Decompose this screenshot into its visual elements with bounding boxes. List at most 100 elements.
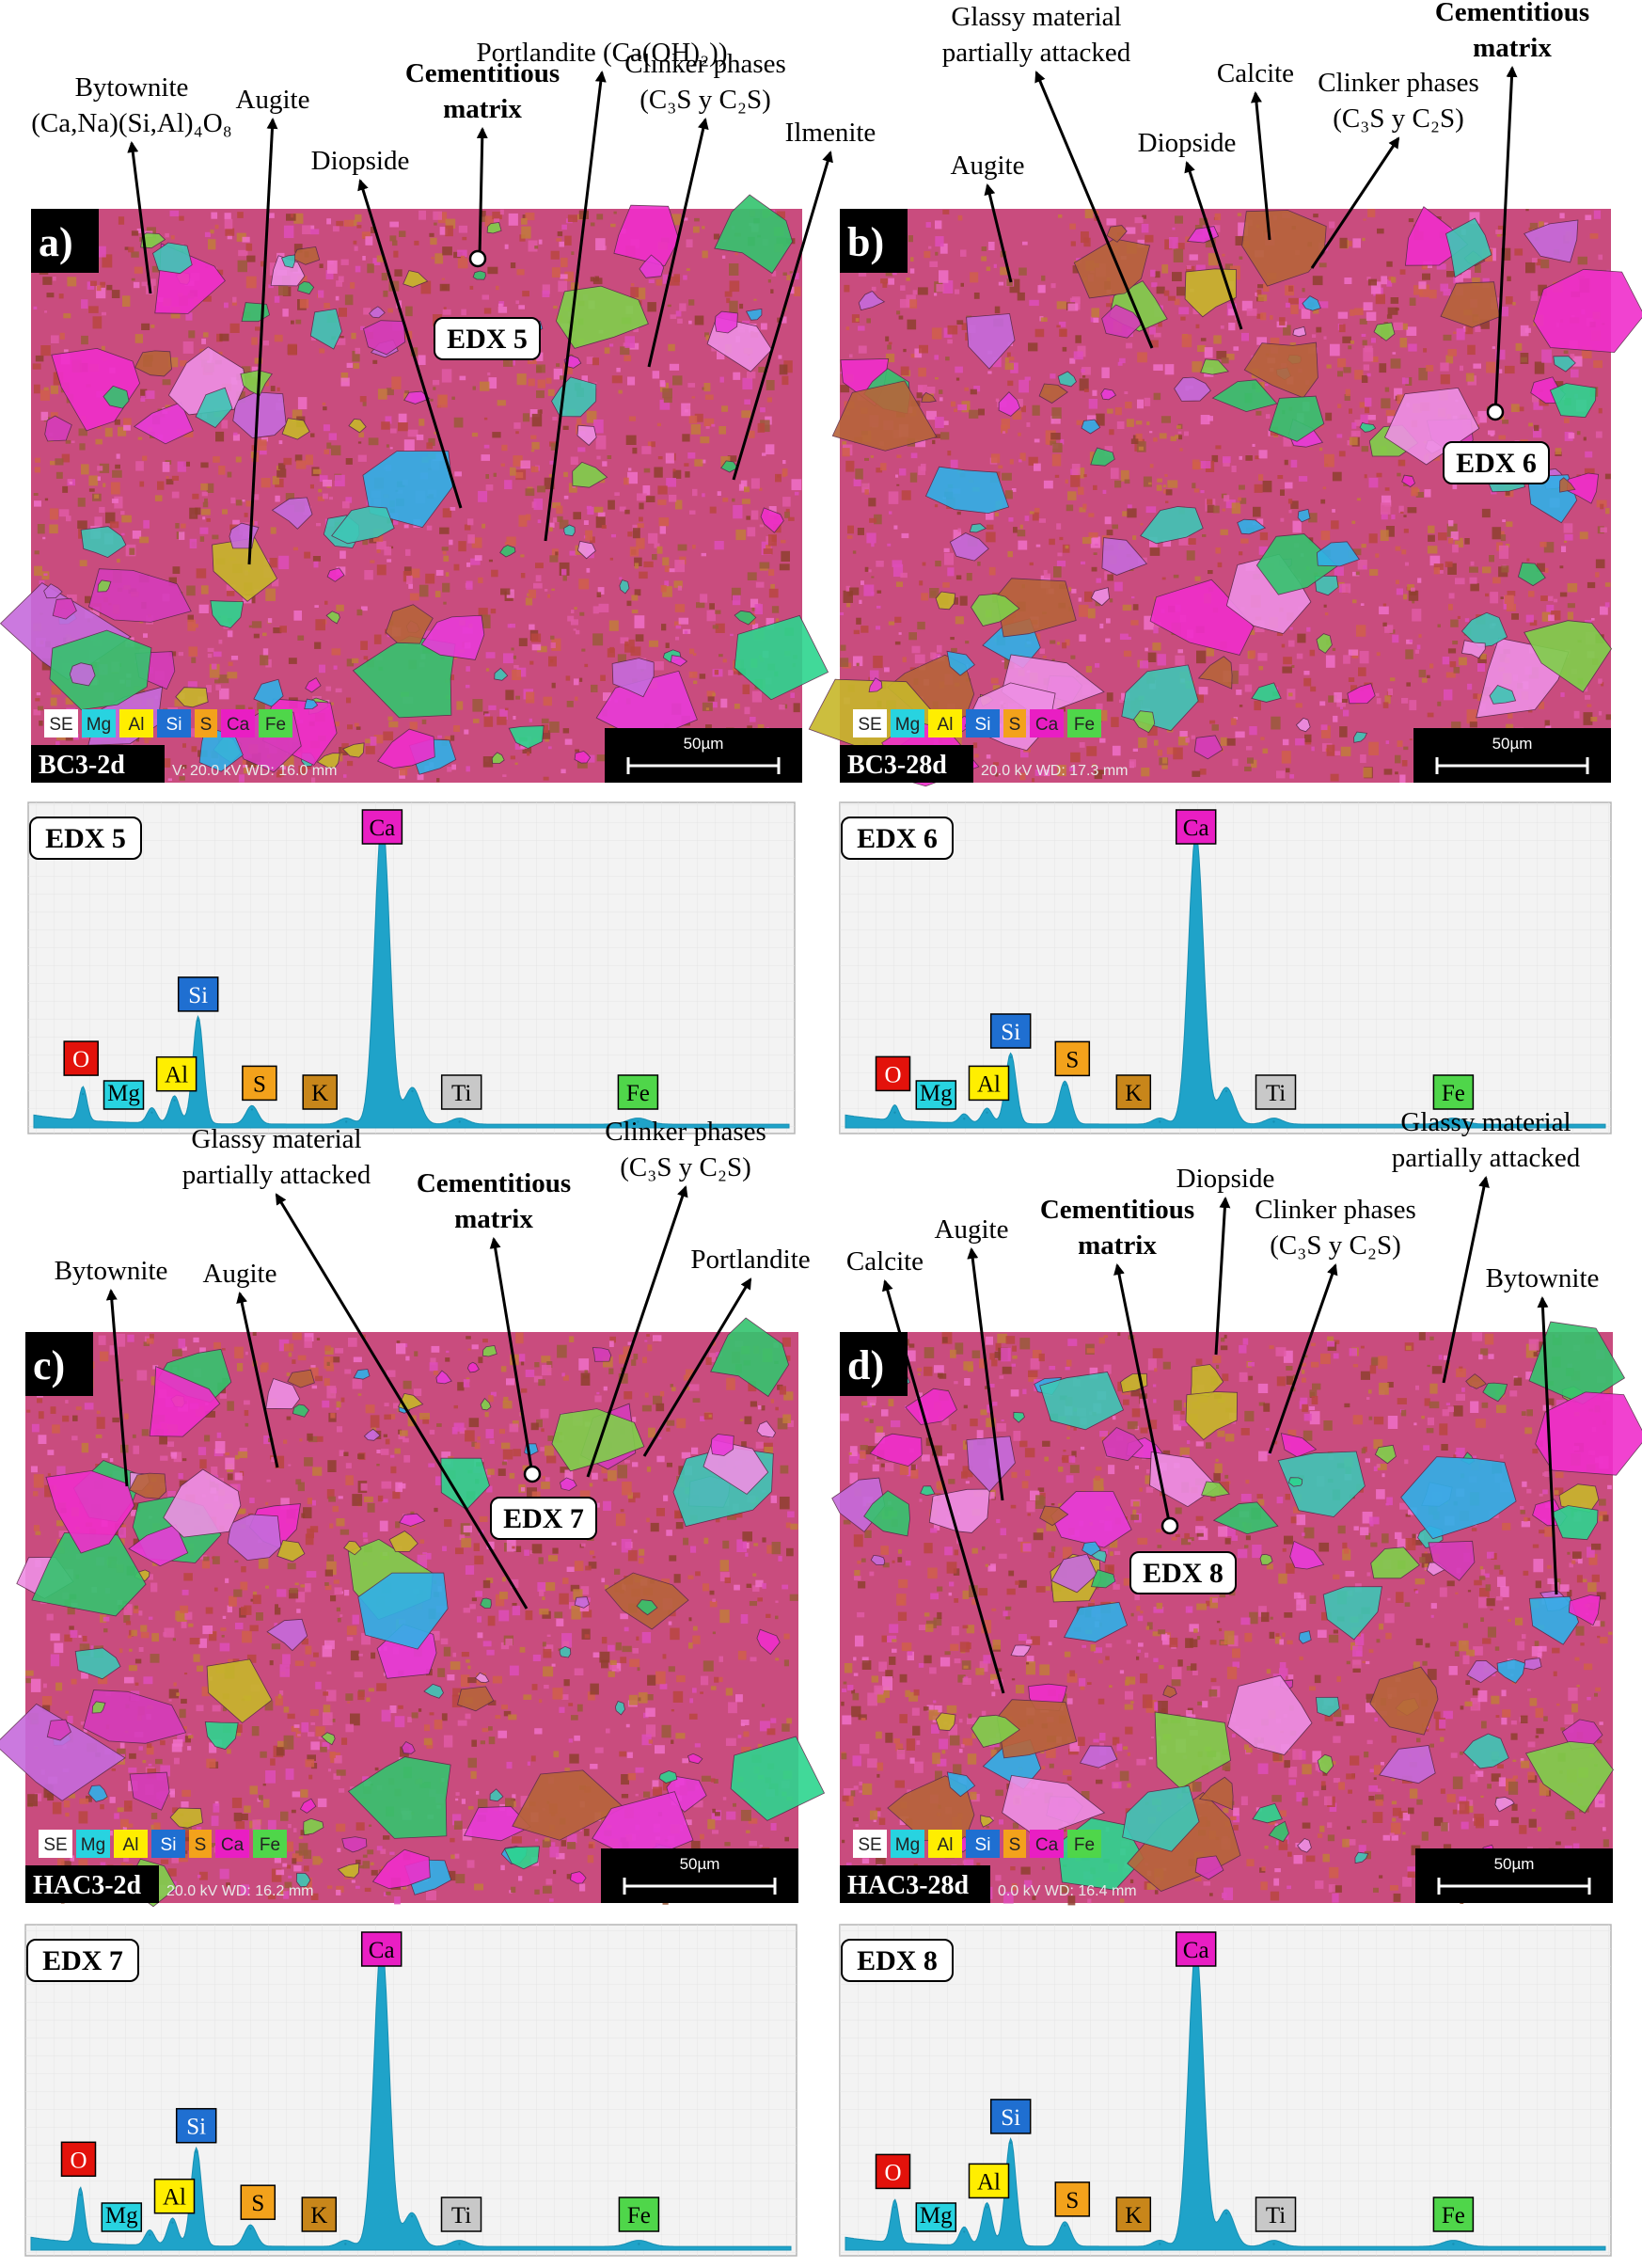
peak-mark-ti bbox=[1272, 1120, 1275, 1123]
legend-chip-fe bbox=[1067, 1830, 1101, 1858]
info-bar: HAC3-28d 0.0 kV WD: 16.4 mm 50µm bbox=[840, 1848, 1613, 1903]
annotation-label: Portlandite (Ca(OH)₂)) bbox=[476, 38, 727, 68]
annotation-arrow bbox=[236, 1292, 279, 1468]
annotation-label: Cementitious matrix bbox=[405, 58, 560, 124]
annotation-arrow bbox=[984, 183, 1013, 283]
peak-label-si: Si bbox=[177, 976, 219, 1012]
scale-bar bbox=[1415, 1848, 1613, 1903]
peak-label-text: Al bbox=[165, 1063, 188, 1088]
peak-label-text: Ti bbox=[1266, 1081, 1286, 1106]
spectrum-trace bbox=[845, 1943, 1606, 2251]
peak-label-o: O bbox=[63, 1040, 99, 1076]
peak-label-s: S bbox=[1054, 1040, 1091, 1077]
peak-label-o: O bbox=[875, 1055, 911, 1092]
annotation-label: Cementitious matrix bbox=[417, 1168, 571, 1234]
panel-label: b) bbox=[840, 209, 908, 273]
legend-chip-fe bbox=[259, 709, 292, 737]
legend-chip-fe bbox=[253, 1830, 287, 1858]
legend-chip-text: Ca bbox=[1035, 715, 1059, 735]
annotation-label: Diopside bbox=[1138, 128, 1237, 158]
annotations-d: Calcite Augite Cementitious matrix DiopsideC… bbox=[846, 1107, 1599, 1594]
peak-mark-al bbox=[171, 2221, 174, 2224]
peak-mark-s bbox=[250, 1108, 254, 1111]
peak-label-text: Mg bbox=[107, 1081, 140, 1106]
annotation-text: Glassy material bbox=[951, 2, 1121, 32]
annotation-arrow bbox=[544, 71, 607, 542]
peak-label-text: Fe bbox=[627, 2203, 651, 2228]
annotation-text: Bytownite bbox=[1486, 1263, 1600, 1293]
scale-label: 50µm bbox=[1492, 735, 1533, 753]
legend-chip-text: Mg bbox=[895, 1835, 920, 1855]
legend-chip-se bbox=[853, 709, 887, 737]
edx-point-marker: EDX 6 bbox=[1443, 403, 1550, 484]
peak-label-text: Si bbox=[1001, 2105, 1020, 2131]
legend-chip-mg bbox=[82, 709, 116, 737]
annotation-text: Cementitious bbox=[417, 1168, 571, 1198]
legend-chip-si bbox=[966, 709, 1000, 737]
peak-label-text: Si bbox=[1001, 1020, 1020, 1045]
spectrum-trace bbox=[30, 1938, 792, 2251]
peak-label-fe: Fe bbox=[1432, 2197, 1475, 2232]
scale-label: 50µm bbox=[684, 735, 724, 753]
annotation-arrow bbox=[247, 118, 278, 565]
annotation-label: Clinker phases (C₃S y C₂S) bbox=[1255, 1195, 1416, 1261]
annotation-text: Diopside bbox=[311, 146, 410, 176]
edx-spectrum-7: EDX 7 O Mg Al Si S K Ca Ti Fe bbox=[24, 1924, 797, 2257]
annotation-arrow bbox=[1250, 91, 1271, 241]
peak-label-fe: Fe bbox=[617, 1074, 659, 1110]
annotation-label: Cementitious matrix bbox=[1040, 1195, 1194, 1261]
annotation-text: Diopside bbox=[1138, 128, 1237, 158]
spectrum-title: EDX 7 bbox=[26, 1939, 139, 1982]
legend-chip-mg bbox=[891, 709, 924, 737]
peak-mark-s bbox=[1064, 2224, 1066, 2228]
peak-label-s: S bbox=[240, 2184, 276, 2220]
peak-label-ca: Ca bbox=[1175, 1931, 1217, 1967]
annotation-text: matrix bbox=[1473, 33, 1552, 63]
annotation-text: Bytownite bbox=[55, 1256, 168, 1286]
annotation-text: (C₃S y C₂S) bbox=[639, 85, 770, 115]
sample-id: BC3-28d bbox=[847, 751, 947, 780]
edx-point-label: EDX 8 bbox=[1143, 1558, 1224, 1589]
annotation-text: matrix bbox=[454, 1204, 533, 1234]
legend-chip-text: Fe bbox=[265, 715, 286, 735]
legend-chip-text: S bbox=[1009, 1835, 1021, 1855]
annotation-arrow bbox=[647, 118, 709, 368]
peak-label-text: K bbox=[311, 1081, 328, 1106]
peak-label-text: Fe bbox=[1442, 2203, 1465, 2228]
peak-mark-fe bbox=[637, 1120, 639, 1123]
legend-chip-text: Ca bbox=[1035, 1835, 1059, 1855]
annotation-text: Cementitious bbox=[1435, 0, 1589, 27]
sem-metadata: 20.0 kV WD: 16.2 mm bbox=[166, 1883, 314, 1899]
peak-mark-si bbox=[197, 1019, 199, 1023]
peak-label-text: O bbox=[72, 1047, 89, 1072]
peak-label-text: K bbox=[310, 2203, 327, 2228]
scale-bar bbox=[601, 1848, 798, 1903]
legend-chip-text: Mg bbox=[81, 1835, 105, 1855]
peak-label-text: Ca bbox=[369, 1938, 395, 1963]
spectrum-title-text: EDX 8 bbox=[857, 1945, 938, 1976]
peak-label-text: Fe bbox=[1442, 1081, 1465, 1106]
legend-chip-text: S bbox=[200, 715, 213, 735]
legend-chip-text: Si bbox=[166, 715, 182, 735]
legend-chip-s bbox=[195, 709, 217, 737]
annotation-label: Diopside bbox=[1176, 1164, 1275, 1194]
peak-mark-si bbox=[195, 2150, 197, 2153]
peak-label-mg: Mg bbox=[103, 1080, 145, 1110]
annotation-text: matrix bbox=[1078, 1230, 1157, 1261]
peak-label-text: K bbox=[1125, 1081, 1142, 1106]
peak-label-al: Al bbox=[968, 2163, 1010, 2199]
edx-point-marker: EDX 7 bbox=[490, 1465, 597, 1540]
element-legend: SE Mg Al Si S Ca Fe bbox=[853, 709, 1101, 737]
mineral-grains bbox=[0, 194, 829, 775]
sample-id: HAC3-28d bbox=[847, 1871, 970, 1900]
sample-id: BC3-2d bbox=[39, 751, 125, 780]
annotation-arrow bbox=[1214, 1197, 1231, 1356]
annotation-arrow bbox=[476, 127, 488, 257]
annotation-arrow bbox=[127, 141, 152, 294]
annotation-arrow bbox=[1268, 1263, 1338, 1454]
peak-label-text: Al bbox=[163, 2185, 186, 2211]
panel-letter: d) bbox=[847, 1342, 884, 1388]
annotation-text: Portlandite bbox=[690, 1245, 810, 1275]
peak-mark-o bbox=[79, 2194, 82, 2197]
sample-id: HAC3-2d bbox=[33, 1871, 142, 1900]
